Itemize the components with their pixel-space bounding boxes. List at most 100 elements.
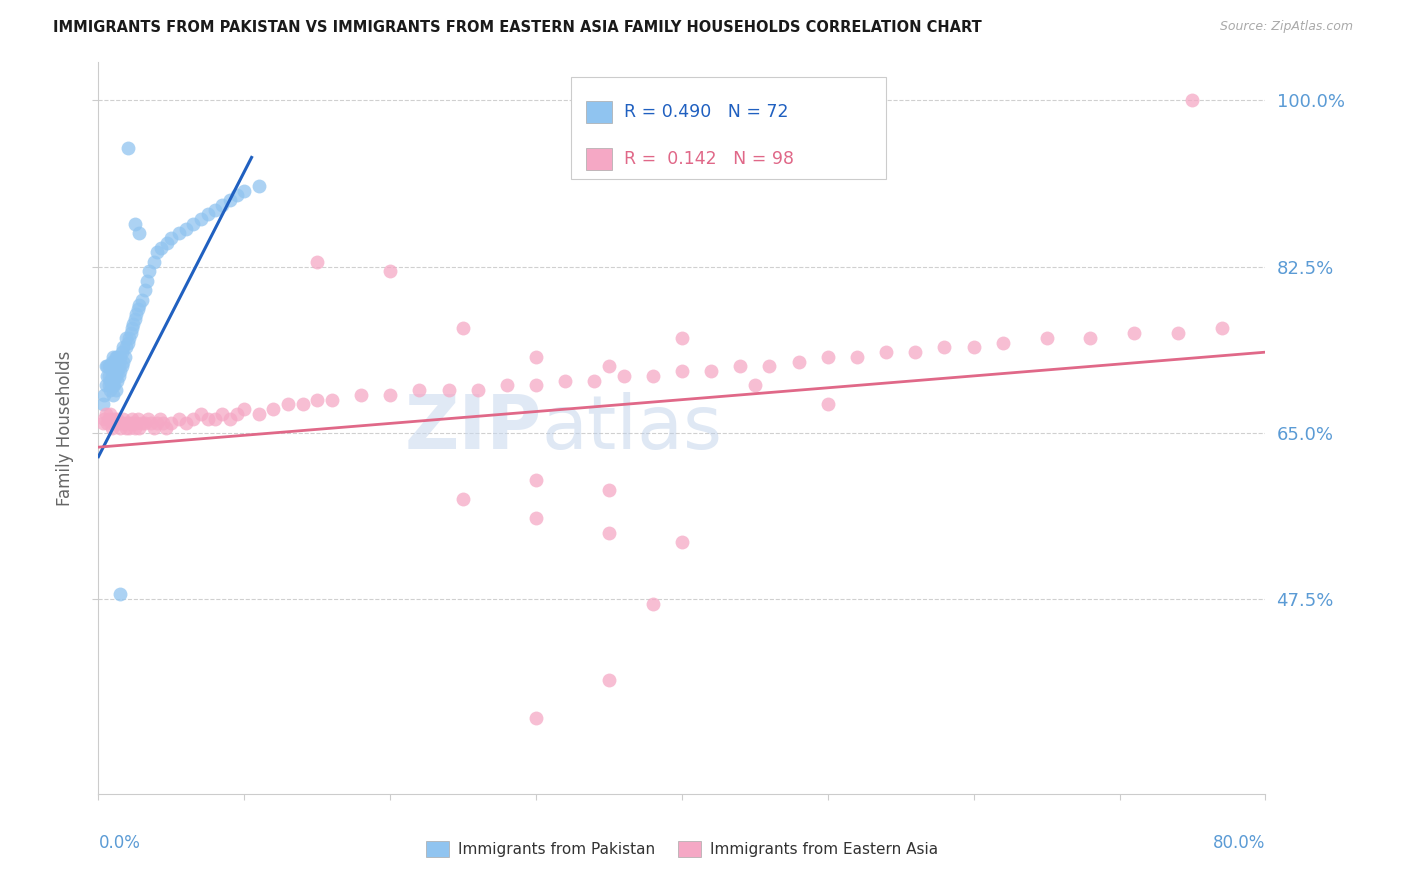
Point — [671, 364, 693, 378]
Point — [160, 231, 183, 245]
Point — [112, 354, 135, 368]
Point — [100, 354, 122, 368]
Point — [167, 227, 190, 241]
Point — [817, 397, 839, 411]
Point — [226, 407, 249, 421]
Text: 0.0%: 0.0% — [98, 834, 141, 852]
Point — [211, 407, 233, 421]
Point — [125, 307, 148, 321]
Point — [117, 335, 139, 350]
Point — [104, 417, 127, 431]
Point — [181, 217, 204, 231]
Point — [96, 368, 118, 383]
Point — [307, 255, 329, 269]
Point — [131, 417, 153, 431]
Point — [758, 359, 780, 374]
Point — [904, 345, 927, 359]
Y-axis label: Family Households: Family Households — [56, 351, 75, 506]
Point — [204, 202, 226, 217]
Point — [101, 350, 124, 364]
Point — [149, 411, 172, 425]
Point — [190, 212, 212, 227]
Point — [307, 392, 329, 407]
Point — [1123, 326, 1146, 341]
Point — [131, 293, 153, 307]
Point — [104, 383, 127, 397]
Point — [91, 397, 114, 411]
Point — [262, 402, 284, 417]
Point — [730, 359, 752, 374]
Point — [98, 383, 121, 397]
Point — [451, 321, 474, 335]
Point — [110, 587, 132, 601]
Point — [700, 364, 723, 378]
Point — [124, 312, 146, 326]
Point — [152, 417, 174, 431]
Point — [641, 597, 664, 611]
Point — [142, 421, 165, 435]
Point — [150, 241, 173, 255]
Point — [496, 378, 519, 392]
Point — [197, 411, 219, 425]
Point — [101, 378, 124, 392]
FancyBboxPatch shape — [571, 77, 886, 179]
Point — [554, 374, 576, 388]
Point — [128, 227, 150, 241]
Point — [100, 378, 122, 392]
Point — [155, 421, 177, 435]
Point — [118, 331, 141, 345]
Text: R = 0.490   N = 72: R = 0.490 N = 72 — [624, 103, 787, 121]
Point — [108, 417, 131, 431]
Point — [991, 335, 1014, 350]
Point — [97, 359, 120, 374]
Point — [934, 340, 956, 354]
Point — [105, 364, 128, 378]
Point — [817, 350, 839, 364]
Text: ZIP: ZIP — [405, 392, 541, 465]
Text: Source: ZipAtlas.com: Source: ZipAtlas.com — [1219, 20, 1353, 33]
FancyBboxPatch shape — [586, 101, 612, 123]
Point — [127, 302, 149, 317]
Text: IMMIGRANTS FROM PAKISTAN VS IMMIGRANTS FROM EASTERN ASIA FAMILY HOUSEHOLDS CORRE: IMMIGRANTS FROM PAKISTAN VS IMMIGRANTS F… — [53, 20, 983, 35]
Point — [136, 411, 159, 425]
Point — [94, 378, 117, 392]
Point — [117, 141, 139, 155]
Point — [218, 411, 240, 425]
Point — [98, 374, 121, 388]
Text: R =  0.142   N = 98: R = 0.142 N = 98 — [624, 150, 793, 168]
Point — [97, 368, 120, 383]
Point — [105, 411, 128, 425]
Point — [93, 388, 115, 402]
Point — [139, 417, 162, 431]
Point — [121, 411, 143, 425]
Point — [167, 411, 190, 425]
Point — [112, 340, 135, 354]
Point — [94, 407, 117, 421]
Point — [226, 188, 249, 202]
Point — [247, 407, 270, 421]
Point — [437, 383, 460, 397]
Point — [110, 364, 132, 378]
Point — [1181, 94, 1204, 108]
Point — [197, 207, 219, 221]
Point — [104, 350, 127, 364]
Point — [125, 417, 148, 431]
Point — [233, 184, 256, 198]
Point — [103, 368, 125, 383]
Point — [744, 378, 766, 392]
Point — [598, 359, 620, 374]
Point — [103, 411, 125, 425]
Point — [247, 178, 270, 193]
Point — [612, 368, 634, 383]
Point — [124, 421, 146, 435]
Point — [211, 198, 233, 212]
Point — [111, 359, 134, 374]
Point — [291, 397, 314, 411]
Point — [156, 235, 179, 250]
Point — [114, 417, 136, 431]
Point — [127, 411, 149, 425]
Point — [97, 378, 120, 392]
Point — [112, 411, 135, 425]
Point — [100, 421, 122, 435]
Point — [110, 350, 132, 364]
